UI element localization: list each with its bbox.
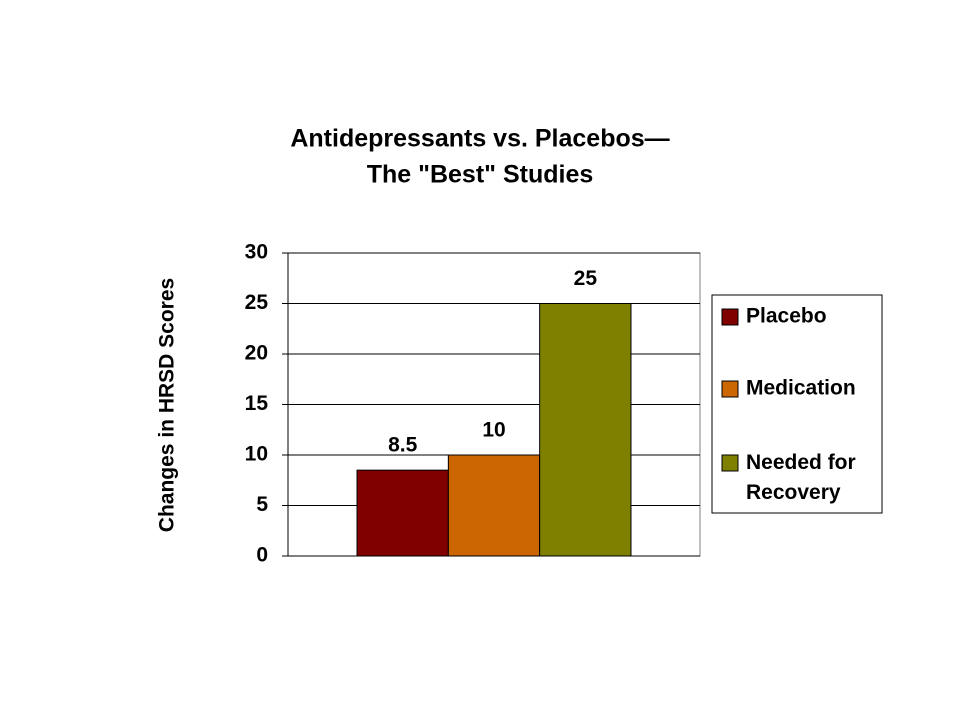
y-tick-label: 30 — [245, 241, 268, 264]
chart-title: The "Best" Studies — [367, 161, 594, 189]
legend-swatch — [721, 308, 739, 326]
y-tick-label: 10 — [245, 443, 268, 466]
chart-title: Antidepressants vs. Placebos— — [290, 125, 669, 153]
legend-label: Medication — [746, 377, 856, 400]
legend-label: Placebo — [746, 305, 827, 328]
y-tick-label: 25 — [245, 291, 269, 314]
legend-swatch — [721, 454, 739, 472]
y-tick-label: 20 — [245, 342, 268, 365]
bar — [539, 303, 632, 557]
bar — [447, 454, 541, 557]
data-label: 8.5 — [388, 434, 418, 457]
y-tick-label: 5 — [256, 493, 268, 516]
data-label: 10 — [482, 419, 505, 442]
y-tick-label: 15 — [245, 392, 269, 415]
y-tick-label: 0 — [256, 544, 268, 567]
legend-box — [711, 294, 883, 514]
data-label: 25 — [574, 267, 598, 290]
legend-label: Needed for Recovery — [746, 451, 862, 504]
y-axis-label: Changes in HRSD Scores — [156, 278, 179, 532]
bar — [356, 469, 449, 557]
legend-swatch — [721, 380, 739, 398]
